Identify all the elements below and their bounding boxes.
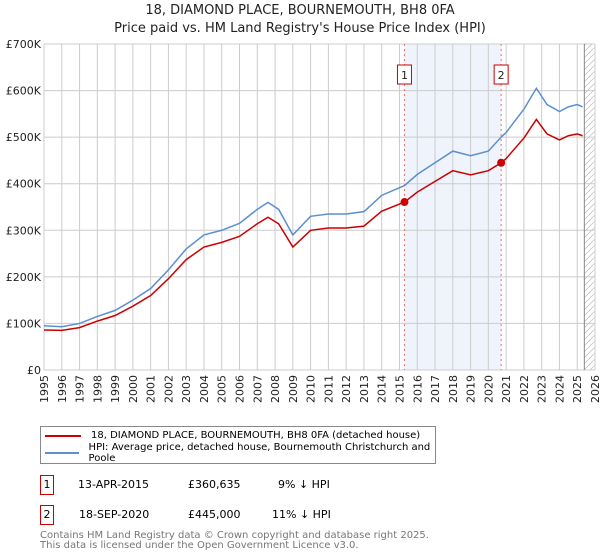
x-tick-label: 2025	[571, 375, 584, 403]
footer: Contains HM Land Registry data © Crown c…	[40, 531, 429, 551]
future-hatch	[584, 44, 595, 370]
sale-marker-label: 2	[498, 69, 505, 82]
sale-point	[400, 198, 409, 207]
legend-swatch-blue	[45, 451, 79, 454]
series-line	[43, 86, 583, 328]
y-tick-label: £600K	[6, 85, 42, 98]
title-line: 18, DIAMOND PLACE, BOURNEMOUTH, BH8 0FA	[145, 3, 455, 18]
price-chart: 1995 1996 1997 1998 1999 2000 2001 2002 2003 2004…	[6, 38, 600, 403]
x-tick-label: 2011	[322, 375, 335, 403]
y-tick-label: £700K	[6, 38, 42, 51]
x-tick-label: 2023	[536, 375, 549, 403]
x-tick-label: 2022	[518, 375, 531, 403]
legend-label-property: 18, DIAMOND PLACE, BOURNEMOUTH, BH8 0FA …	[91, 430, 421, 441]
y-tick-label: £100K	[6, 317, 42, 330]
series-line	[43, 118, 583, 332]
legend-swatch-red	[45, 434, 81, 437]
legend: 18, DIAMOND PLACE, BOURNEMOUTH, BH8 0FA …	[40, 426, 436, 464]
transaction-row: 2 18-SEP-2020 £445,000 11% ↓ HPI	[40, 505, 440, 525]
y-tick-label: £400K	[6, 178, 42, 191]
transaction-badge: 2	[40, 505, 54, 525]
x-tick-label: 1999	[109, 375, 122, 403]
x-tick-label: 2019	[465, 375, 478, 403]
x-tick-label: 1997	[74, 375, 87, 403]
x-tick-label: 2012	[340, 375, 353, 403]
transaction-price: £445,000	[188, 508, 241, 521]
x-tick-label: 2017	[429, 375, 442, 403]
sale-marker-badge	[396, 64, 412, 85]
sale-marker-label: 1	[401, 69, 408, 82]
x-tick-label: 2010	[305, 375, 318, 403]
x-tick-label: 2001	[145, 375, 158, 403]
transaction-row: 1 13-APR-2015 £360,635 9% ↓ HPI	[40, 475, 440, 495]
transaction-delta: 11% ↓ HPI	[272, 508, 331, 521]
x-tick-label: 2015	[393, 375, 406, 403]
x-tick-label: 2008	[269, 375, 282, 403]
transaction-price: £360,635	[188, 478, 241, 491]
y-tick-label: £200K	[6, 271, 42, 284]
subtitle-line: Price paid vs. HM Land Registry's House …	[114, 21, 486, 36]
x-tick-label: 2024	[553, 375, 566, 403]
x-tick-label: 1996	[56, 375, 69, 403]
x-tick-label: 1995	[38, 375, 51, 403]
y-tick-label: £0	[27, 364, 41, 377]
sale-marker-badge	[493, 64, 509, 85]
x-tick-label: 2013	[358, 375, 371, 403]
footer-line: This data is licensed under the Open Gov…	[40, 540, 359, 551]
transaction-date: 13-APR-2015	[78, 478, 150, 491]
x-tick-label: 2000	[127, 375, 140, 403]
x-tick-label: 2009	[287, 375, 300, 403]
x-tick-label: 2020	[482, 375, 495, 403]
transaction-delta: 9% ↓ HPI	[278, 478, 330, 491]
x-tick-label: 2014	[376, 375, 389, 403]
chart-title: 18, DIAMOND PLACE, BOURNEMOUTH, BH8 0FA …	[0, 2, 600, 38]
x-tick-label: 2021	[500, 375, 513, 403]
footer-line: Contains HM Land Registry data © Crown c…	[40, 530, 429, 541]
transaction-badge: 1	[40, 475, 54, 495]
y-tick-label: £500K	[6, 131, 42, 144]
x-tick-label: 2003	[180, 375, 193, 403]
x-tick-label: 2004	[198, 375, 211, 403]
x-tick-label: 2006	[234, 375, 247, 403]
sale-point	[497, 158, 506, 167]
transaction-date: 18-SEP-2020	[79, 508, 150, 521]
x-tick-label: 2026	[589, 375, 600, 403]
x-tick-label: 1998	[91, 375, 104, 403]
x-tick-label: 2002	[162, 375, 175, 403]
y-tick-label: £300K	[6, 224, 42, 237]
x-tick-label: 2007	[251, 375, 264, 403]
x-tick-label: 2016	[411, 375, 424, 403]
x-tick-label: 2005	[216, 375, 229, 403]
x-tick-label: 2018	[447, 375, 460, 403]
legend-label-hpi: HPI: Average price, detached house, Bour…	[88, 441, 431, 464]
